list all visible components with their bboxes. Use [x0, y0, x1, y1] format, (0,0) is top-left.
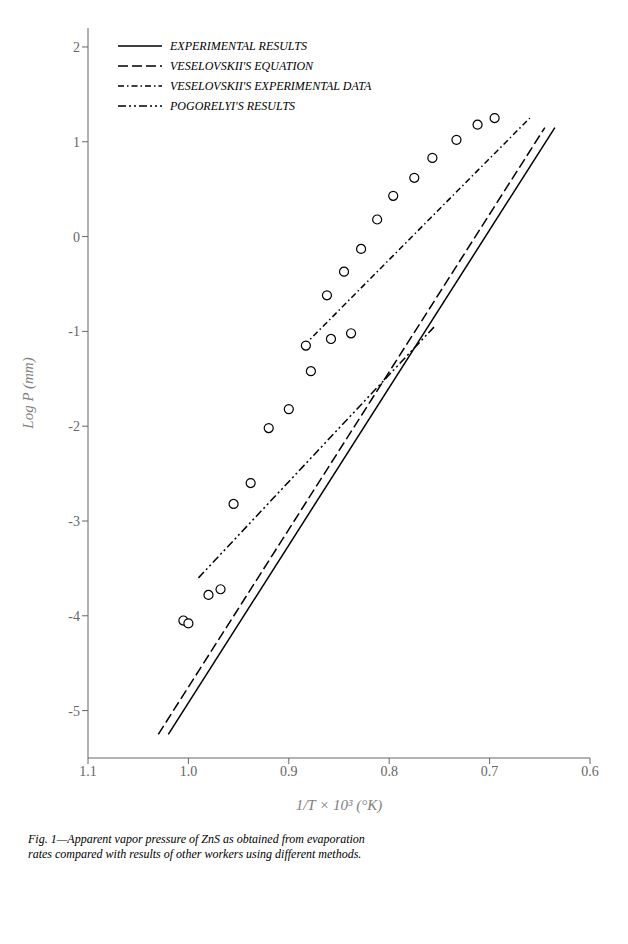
html-text:POGORELYI'S RESULTS: POGORELYI'S RESULTS: [170, 99, 296, 113]
svg-text:-5: -5: [68, 704, 80, 719]
html-text:VESELOVSKII'S EXPERIMENTAL DAT: VESELOVSKII'S EXPERIMENTAL DATA: [170, 79, 372, 93]
svg-text:-2: -2: [68, 419, 80, 434]
svg-text:0.8: 0.8: [380, 764, 398, 779]
svg-text:Log P (mm): Log P (mm): [20, 357, 37, 429]
svg-text:0.6: 0.6: [581, 764, 599, 779]
svg-text:1.0: 1.0: [180, 764, 198, 779]
svg-text:0.9: 0.9: [280, 764, 298, 779]
html-text:EXPERIMENTAL RESULTS: EXPERIMENTAL RESULTS: [170, 39, 307, 53]
svg-text:1/T × 10³ (°K): 1/T × 10³ (°K): [296, 797, 383, 814]
html-text:Fig. 1—Apparent vapor pressure: Fig. 1—Apparent vapor pressure of ZnS as…: [28, 832, 365, 861]
svg-text:2: 2: [73, 40, 80, 55]
svg-text:-1: -1: [68, 324, 80, 339]
html-text:VESELOVSKII'S EQUATION: VESELOVSKII'S EQUATION: [170, 59, 314, 73]
svg-text:0.7: 0.7: [481, 764, 499, 779]
svg-text:-4: -4: [68, 609, 80, 624]
svg-text:0: 0: [73, 230, 80, 245]
svg-text:1.1: 1.1: [79, 764, 97, 779]
svg-text:1: 1: [73, 135, 80, 150]
svg-text:-3: -3: [68, 514, 80, 529]
